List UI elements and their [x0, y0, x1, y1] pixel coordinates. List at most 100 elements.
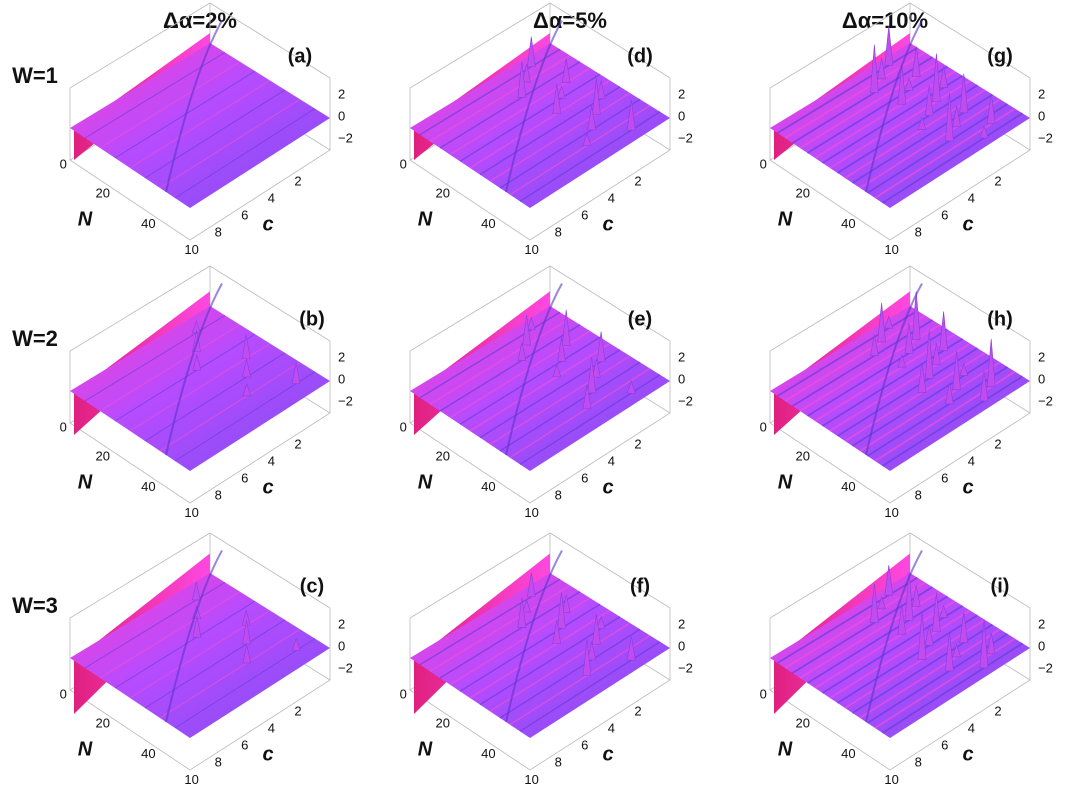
surface-spike	[959, 612, 969, 643]
surface-ridge	[174, 108, 316, 199]
c-tick-label: 10	[184, 505, 198, 520]
n-tick-label: 0	[760, 687, 767, 702]
c-tick-label: 10	[524, 505, 538, 520]
surface-ridge	[419, 48, 561, 136]
surface-spike	[986, 93, 996, 125]
c-tick-label: 10	[884, 505, 898, 520]
surface-ridge	[867, 103, 1008, 194]
c-tick-label: 8	[915, 488, 922, 503]
n-axis-label: N	[778, 738, 793, 760]
c-axis-label: c	[262, 743, 273, 765]
c-tick-label: 6	[241, 208, 248, 223]
c-tick-label: 8	[555, 488, 562, 503]
surface-spike	[291, 637, 301, 651]
surface-spike	[939, 311, 948, 351]
c-tick-label: 2	[994, 436, 1001, 451]
surface-spike	[959, 362, 969, 376]
surface-ridge	[99, 324, 241, 412]
c-tick-label: 4	[268, 721, 275, 736]
c-tick-label: 6	[941, 738, 948, 753]
c-tick-label: 6	[581, 208, 588, 223]
z-tick-label: 2	[678, 349, 685, 364]
surface-ridge	[499, 98, 641, 189]
surface-ridge	[439, 61, 581, 149]
surface-ridge	[469, 342, 611, 432]
surface-ridge	[499, 628, 641, 719]
n-axis-label: N	[778, 471, 793, 493]
surface-spike	[242, 620, 251, 645]
surface-spike	[877, 302, 886, 343]
surface-ridge	[99, 61, 241, 149]
surface-spike	[242, 359, 251, 378]
z-tick-label: 2	[1038, 616, 1045, 631]
c-tick-label: 8	[555, 225, 562, 240]
n-tick-label: 40	[141, 746, 155, 761]
c-tick-label: 2	[294, 703, 301, 718]
row-label: W=2	[12, 326, 58, 351]
surface-ridge	[777, 576, 918, 664]
surface	[70, 573, 330, 738]
surface-ridge	[144, 619, 286, 709]
surface-spike	[952, 643, 962, 658]
panel-label: (h)	[987, 308, 1013, 330]
surface-ridge	[174, 371, 316, 462]
n-tick-label: 0	[400, 420, 407, 435]
n-tick-label: 0	[760, 157, 767, 172]
c-axis-label: c	[602, 476, 613, 498]
surface-ridge	[807, 595, 948, 684]
z-tick-label: 2	[1038, 86, 1045, 101]
n-tick-label: 40	[841, 216, 855, 231]
surface-ridge	[419, 311, 561, 399]
surface-ridge	[829, 609, 971, 699]
surface-spike	[870, 334, 879, 357]
n-tick-label: 40	[481, 216, 495, 231]
surface-spike	[242, 383, 252, 397]
surface-spike	[911, 46, 921, 77]
surface-spike	[904, 77, 914, 91]
surface-spike	[945, 382, 954, 405]
surface-ridge	[882, 375, 1023, 467]
c-tick-label: 6	[581, 471, 588, 486]
surface-ridge	[159, 361, 301, 452]
surface-spike	[582, 639, 592, 676]
z-tick-label: −2	[678, 660, 693, 675]
z-tick-label: 2	[1038, 349, 1045, 364]
c-axis-label: c	[962, 213, 973, 235]
n-tick-label: 0	[400, 687, 407, 702]
n-axis-label: N	[418, 738, 433, 760]
surface-spike	[557, 337, 566, 362]
panel-label: (d)	[627, 45, 653, 67]
surface-spike	[932, 53, 941, 102]
surface-spike	[192, 354, 202, 371]
surface	[70, 306, 330, 471]
surface-spike	[939, 604, 949, 618]
c-tick-label: 8	[915, 755, 922, 770]
n-tick-label: 0	[400, 157, 407, 172]
c-axis-label: c	[962, 476, 973, 498]
surface-ridge	[807, 65, 948, 154]
surface-ridge	[469, 79, 611, 169]
c-tick-label: 8	[215, 225, 222, 240]
n-tick-label: 20	[796, 715, 810, 730]
n-tick-label: 20	[96, 715, 110, 730]
surface-crest	[165, 550, 223, 723]
panel-label: (g)	[987, 45, 1013, 67]
z-tick-label: 2	[338, 86, 345, 101]
z-tick-label: 0	[1038, 371, 1045, 386]
n-tick-label: 20	[436, 185, 450, 200]
surface-crest	[865, 283, 923, 456]
surface-spike	[932, 592, 941, 632]
surface-ridge	[159, 98, 301, 189]
surface-spike	[596, 80, 606, 99]
n-tick-label: 20	[796, 448, 810, 463]
surface-spike	[877, 595, 887, 610]
c-tick-label: 2	[994, 173, 1001, 188]
n-axis-label: N	[418, 471, 433, 493]
surface-spike	[979, 370, 989, 402]
